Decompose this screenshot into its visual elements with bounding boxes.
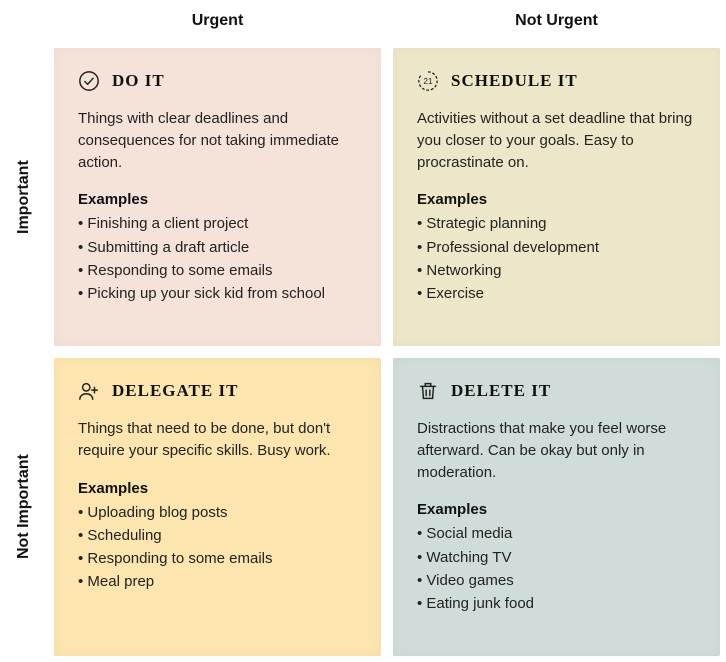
- quadrant-schedule: 21 SCHEDULE IT Activities without a set …: [393, 48, 720, 346]
- quadrant-delegate: DELEGATE IT Things that need to be done,…: [54, 358, 381, 656]
- list-item: Submitting a draft article: [78, 236, 357, 259]
- quadrant-delegate-description: Things that need to be done, but don't r…: [78, 418, 357, 462]
- examples-label: Examples: [78, 480, 357, 497]
- quadrant-delete-header: DELETE IT: [417, 380, 696, 402]
- column-label-not-urgent: Not Urgent: [387, 0, 726, 42]
- quadrant-do: DO IT Things with clear deadlines and co…: [54, 48, 381, 346]
- list-item: Picking up your sick kid from school: [78, 282, 357, 305]
- quadrant-delete: DELETE IT Distractions that make you fee…: [393, 358, 720, 656]
- list-item: Finishing a client project: [78, 212, 357, 235]
- quadrant-delete-description: Distractions that make you feel worse af…: [417, 418, 696, 483]
- quadrant-do-header: DO IT: [78, 70, 357, 92]
- list-item: Uploading blog posts: [78, 501, 357, 524]
- column-label-urgent: Urgent: [48, 0, 387, 42]
- row-label-important: Important: [0, 42, 48, 352]
- examples-label: Examples: [417, 501, 696, 518]
- list-item: Responding to some emails: [78, 259, 357, 282]
- svg-text:21: 21: [423, 77, 433, 86]
- quadrant-delegate-examples: Uploading blog postsSchedulingResponding…: [78, 501, 357, 594]
- list-item: Strategic planning: [417, 212, 696, 235]
- eisenhower-matrix: Urgent Not Urgent Important DO IT Things…: [0, 0, 726, 662]
- quadrant-do-description: Things with clear deadlines and conseque…: [78, 108, 357, 173]
- trash-icon: [417, 380, 439, 402]
- quadrant-schedule-header: 21 SCHEDULE IT: [417, 70, 696, 92]
- examples-label: Examples: [78, 191, 357, 208]
- quadrant-schedule-examples: Strategic planningProfessional developme…: [417, 212, 696, 305]
- quadrant-delete-examples: Social mediaWatching TVVideo gamesEating…: [417, 522, 696, 615]
- list-item: Meal prep: [78, 570, 357, 593]
- quadrant-do-examples: Finishing a client projectSubmitting a d…: [78, 212, 357, 305]
- quadrant-delegate-header: DELEGATE IT: [78, 380, 357, 402]
- row-label-not-important: Not Important: [0, 352, 48, 662]
- corner-spacer: [0, 0, 48, 42]
- list-item: Eating junk food: [417, 592, 696, 615]
- list-item: Social media: [417, 522, 696, 545]
- check-circle-icon: [78, 70, 100, 92]
- calendar-badge-icon: 21: [417, 70, 439, 92]
- list-item: Video games: [417, 569, 696, 592]
- person-plus-icon: [78, 380, 100, 402]
- quadrant-delegate-title: DELEGATE IT: [112, 381, 238, 401]
- quadrant-delete-title: DELETE IT: [451, 381, 551, 401]
- list-item: Professional development: [417, 236, 696, 259]
- examples-label: Examples: [417, 191, 696, 208]
- list-item: Exercise: [417, 282, 696, 305]
- quadrant-do-title: DO IT: [112, 71, 165, 91]
- list-item: Watching TV: [417, 546, 696, 569]
- quadrant-schedule-description: Activities without a set deadline that b…: [417, 108, 696, 173]
- list-item: Networking: [417, 259, 696, 282]
- list-item: Scheduling: [78, 524, 357, 547]
- list-item: Responding to some emails: [78, 547, 357, 570]
- quadrant-schedule-title: SCHEDULE IT: [451, 71, 578, 91]
